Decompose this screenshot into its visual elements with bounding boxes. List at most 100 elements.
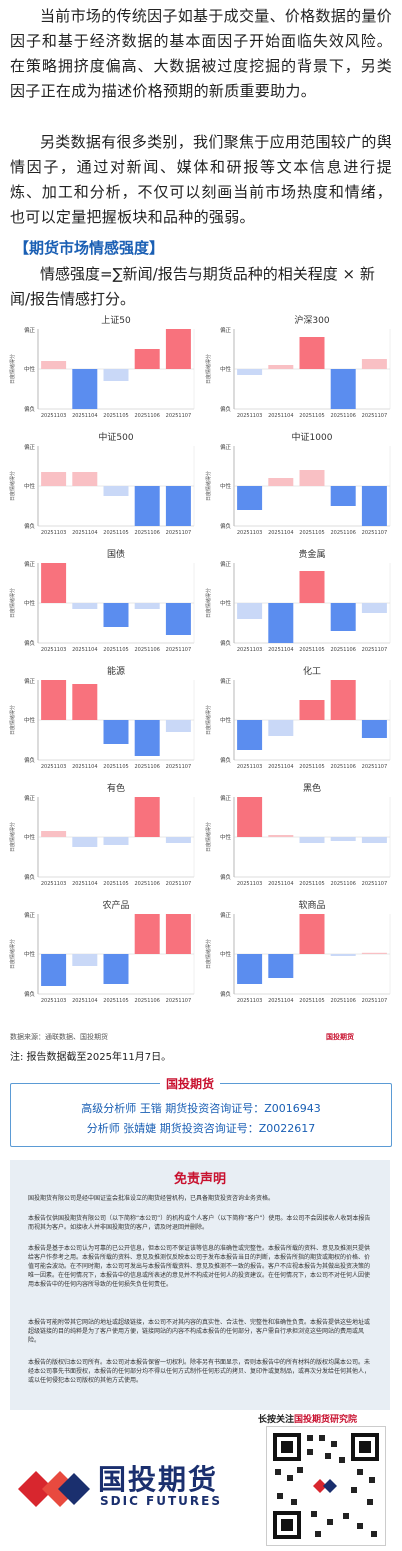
bar	[330, 954, 356, 956]
follow-prefix: 长按关注	[258, 1415, 295, 1425]
tick-label-mid: 中性	[24, 365, 36, 373]
bar	[41, 954, 67, 986]
disclaimer-p4: 本报告可能附带其它网站的地址或超级链接，本公司不对其内容的真实性、合法性、完整性…	[28, 1319, 371, 1344]
bar	[237, 369, 263, 375]
tick-label-top: 偏正	[24, 677, 36, 685]
bar	[72, 603, 98, 609]
bar	[268, 478, 294, 486]
bar	[134, 720, 160, 756]
tick-label-mid: 中性	[220, 716, 232, 724]
source-logo: 国投期货	[326, 1033, 354, 1041]
bar	[299, 700, 325, 720]
chart-title: 中证500	[98, 431, 133, 443]
report-note: 注: 报告数据截至2025年11月7日。	[10, 1052, 172, 1063]
y-axis-label: 日度情绪得分	[9, 822, 16, 852]
y-axis-label: 日度情绪得分	[205, 354, 212, 384]
tick-label-mid: 中性	[220, 482, 232, 490]
x-tick-label: 20251106	[134, 530, 159, 536]
chart-title: 有色	[107, 782, 125, 794]
tick-label-mid: 中性	[24, 482, 36, 490]
bar	[330, 680, 356, 720]
tick-label-bottom: 偏负	[24, 639, 36, 647]
x-tick-label: 20251106	[330, 764, 355, 770]
analyst-line-1: 高级分析师 王锴 期货投资咨询证号：Z0016943	[81, 1102, 321, 1115]
x-tick-label: 20251105	[299, 881, 324, 887]
intro-paragraph-1: 当前市场的传统因子如基于成交量、价格数据的量价因子和基于经济数据的基本面因子开始…	[10, 7, 392, 100]
tick-label-top: 偏正	[24, 911, 36, 919]
qr-code[interactable]	[266, 1426, 386, 1546]
chart-title: 沪深300	[294, 314, 329, 326]
x-tick-label: 20251106	[134, 881, 159, 887]
bar	[330, 603, 356, 631]
bar	[330, 837, 356, 841]
x-tick-label: 20251104	[268, 413, 293, 419]
chart-title: 国债	[107, 548, 125, 560]
y-axis-label: 日度情绪得分	[205, 471, 212, 501]
x-tick-label: 20251105	[103, 998, 128, 1004]
y-axis-label: 日度情绪得分	[205, 705, 212, 735]
x-tick-label: 20251107	[166, 998, 191, 1004]
x-tick-label: 20251106	[330, 530, 355, 536]
x-tick-label: 20251106	[330, 647, 355, 653]
sentiment-chart: 农产品 偏正 中性 偏负 日度情绪得分 20251103 20251104 20251105 2…	[8, 898, 198, 1010]
y-axis-label: 日度情绪得分	[9, 354, 16, 384]
bar	[268, 720, 294, 736]
y-axis-label: 日度情绪得分	[9, 705, 16, 735]
x-tick-label: 20251103	[41, 998, 66, 1004]
x-tick-label: 20251103	[237, 881, 262, 887]
chart-title: 贵金属	[298, 548, 325, 560]
bar	[41, 563, 67, 603]
x-tick-label: 20251106	[330, 998, 355, 1004]
tick-label-top: 偏正	[24, 794, 36, 802]
x-tick-label: 20251107	[166, 881, 191, 887]
bar	[72, 369, 98, 409]
bar	[361, 603, 387, 613]
bar	[165, 329, 191, 369]
bar	[103, 486, 129, 496]
sentiment-chart: 能源 偏正 中性 偏负 日度情绪得分 20251103 20251104 20251105 20…	[8, 664, 198, 776]
x-tick-label: 20251104	[72, 998, 97, 1004]
x-tick-label: 20251105	[103, 647, 128, 653]
tick-label-top: 偏正	[220, 911, 232, 919]
chart-title: 上证50	[101, 315, 131, 326]
tick-label-bottom: 偏负	[220, 756, 232, 764]
sentiment-chart: 沪深300 偏正 中性 偏负 日度情绪得分 20251103 20251104 2025110…	[204, 313, 394, 425]
x-tick-label: 20251103	[41, 764, 66, 770]
bar	[103, 369, 129, 381]
x-tick-label: 20251107	[362, 881, 387, 887]
bar	[237, 603, 263, 619]
x-tick-label: 20251104	[72, 647, 97, 653]
x-tick-label: 20251106	[134, 764, 159, 770]
x-tick-label: 20251107	[362, 647, 387, 653]
bar	[237, 797, 263, 837]
x-tick-label: 20251107	[166, 413, 191, 419]
bar	[41, 680, 67, 720]
brand-name-cn: 国投期货	[98, 1463, 219, 1496]
tick-label-top: 偏正	[220, 794, 232, 802]
x-tick-label: 20251104	[72, 764, 97, 770]
x-tick-label: 20251105	[103, 413, 128, 419]
x-tick-label: 20251104	[268, 764, 293, 770]
tick-label-mid: 中性	[220, 365, 232, 373]
sentiment-chart: 中证500 偏正 中性 偏负 日度情绪得分 20251103 20251104 2025110…	[8, 430, 198, 542]
bar	[134, 603, 160, 609]
x-tick-label: 20251106	[134, 413, 159, 419]
tick-label-mid: 中性	[24, 833, 36, 841]
x-tick-label: 20251103	[237, 413, 262, 419]
bar	[268, 365, 294, 369]
sentiment-chart: 国债 偏正 中性 偏负 日度情绪得分 20251103 20251104 20251105 20…	[8, 547, 198, 659]
tick-label-mid: 中性	[24, 716, 36, 724]
x-tick-label: 20251104	[72, 413, 97, 419]
x-tick-label: 20251106	[134, 998, 159, 1004]
x-tick-label: 20251103	[237, 998, 262, 1004]
bar	[268, 835, 294, 837]
disclaimer-p3: 本报告是基于本公司认为可靠的已公开信息，但本公司不保证该等信息的准确性或完整性。…	[28, 1245, 371, 1288]
analyst-line-2: 分析师 张婧婕 期货投资咨询证号：Z0022617	[86, 1122, 316, 1135]
bar	[299, 914, 325, 954]
chart-title: 化工	[303, 665, 321, 677]
y-axis-label: 日度情绪得分	[205, 588, 212, 618]
x-tick-label: 20251103	[237, 647, 262, 653]
